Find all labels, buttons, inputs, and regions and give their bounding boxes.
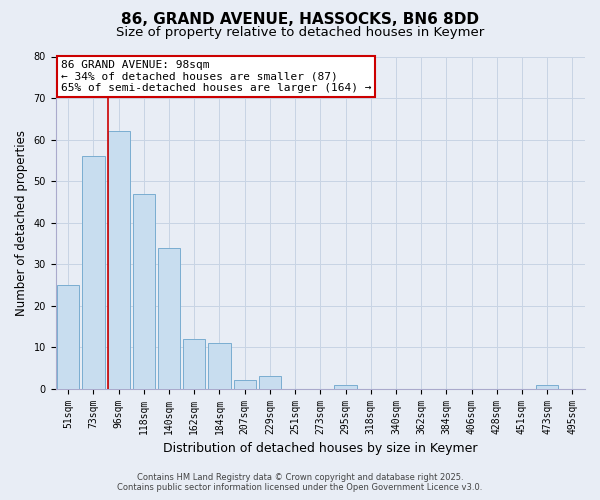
- Bar: [107, 131, 130, 388]
- Bar: [259, 376, 281, 388]
- Text: 86, GRAND AVENUE, HASSOCKS, BN6 8DD: 86, GRAND AVENUE, HASSOCKS, BN6 8DD: [121, 12, 479, 28]
- Bar: [183, 339, 205, 388]
- Bar: [334, 384, 356, 388]
- Text: 86 GRAND AVENUE: 98sqm
← 34% of detached houses are smaller (87)
65% of semi-det: 86 GRAND AVENUE: 98sqm ← 34% of detached…: [61, 60, 371, 93]
- Text: Contains HM Land Registry data © Crown copyright and database right 2025.
Contai: Contains HM Land Registry data © Crown c…: [118, 473, 482, 492]
- Bar: [82, 156, 104, 388]
- Bar: [57, 285, 79, 389]
- Bar: [233, 380, 256, 388]
- Bar: [158, 248, 180, 388]
- Bar: [536, 384, 558, 388]
- Bar: [133, 194, 155, 388]
- X-axis label: Distribution of detached houses by size in Keymer: Distribution of detached houses by size …: [163, 442, 478, 455]
- Bar: [208, 343, 230, 388]
- Y-axis label: Number of detached properties: Number of detached properties: [15, 130, 28, 316]
- Text: Size of property relative to detached houses in Keymer: Size of property relative to detached ho…: [116, 26, 484, 39]
